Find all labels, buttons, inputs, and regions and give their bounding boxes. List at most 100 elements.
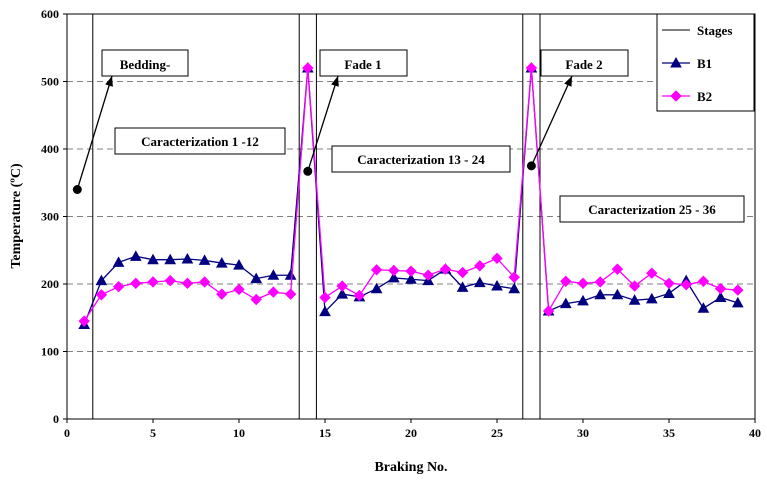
annotation-dot	[72, 185, 82, 194]
annotation: Fade 2	[526, 49, 629, 171]
data-point	[508, 271, 520, 283]
axis-ticks: 0 100 200 300 400 500 600 0 5 10 15 20 25 30 35 40	[41, 7, 761, 440]
data-point	[130, 277, 142, 290]
x-tick-label: 20	[405, 426, 417, 440]
data-point	[474, 260, 486, 272]
annotation: Caracterization 1 -12	[114, 127, 286, 155]
arrowhead-icon	[105, 76, 113, 87]
data-point	[577, 277, 589, 290]
data-point	[473, 276, 486, 288]
x-tick-label: 0	[64, 426, 70, 440]
annotation-label: Caracterization 25 - 36	[588, 202, 716, 217]
x-tick-label: 40	[749, 426, 761, 440]
data-point	[697, 302, 710, 313]
y-tick-label: 400	[41, 142, 59, 156]
data-point	[731, 296, 744, 308]
data-point	[181, 277, 194, 290]
data-point	[250, 293, 262, 306]
data-point	[319, 305, 331, 317]
data-point	[663, 287, 675, 298]
legend-b1-label: B1	[697, 56, 712, 71]
annotation: Caracterization 25 - 36	[559, 195, 745, 223]
data-point	[233, 259, 245, 270]
data-point	[284, 269, 297, 280]
data-point	[560, 275, 572, 288]
data-point	[370, 282, 383, 294]
data-point	[216, 288, 228, 300]
annotation-label: Fade 1	[344, 57, 381, 72]
data-point	[112, 280, 125, 293]
annotation-arrow	[530, 75, 573, 167]
series-b2	[78, 62, 744, 327]
data-point	[491, 252, 503, 265]
data-point	[181, 252, 194, 264]
data-point	[233, 283, 245, 296]
annotations: Bedding- Fade 1 Fade 2 Caracterization 1 -1…	[72, 49, 745, 223]
data-point	[147, 276, 159, 288]
legend-b2-label: B2	[697, 89, 712, 104]
data-point	[164, 253, 177, 265]
legend-b2-symbol	[662, 90, 690, 102]
data-point	[302, 62, 314, 74]
x-tick-label: 30	[577, 426, 589, 440]
data-point	[628, 280, 641, 292]
annotation-dot	[526, 161, 536, 171]
x-tick-label: 35	[663, 426, 675, 440]
data-point	[663, 277, 675, 290]
x-tick-label: 15	[319, 426, 331, 440]
data-point	[422, 269, 434, 281]
data-point	[95, 289, 108, 301]
data-point	[112, 256, 125, 267]
data-point	[611, 288, 624, 300]
annotation-box	[331, 145, 511, 173]
data-point	[147, 253, 159, 265]
data-point	[267, 269, 280, 280]
annotation-dot	[303, 166, 313, 176]
data-point	[267, 286, 280, 298]
stage-lines	[92, 14, 541, 419]
annotation-arrow	[307, 75, 339, 172]
data-point	[164, 274, 176, 287]
data-point	[250, 272, 263, 284]
data-point	[594, 288, 607, 300]
y-tick-label: 500	[41, 75, 59, 89]
annotation-label: Caracterization 13 - 24	[357, 152, 485, 167]
data-point	[129, 250, 142, 261]
data-point	[405, 273, 417, 284]
data-point	[439, 263, 452, 275]
arrowhead-icon	[331, 76, 339, 87]
data-point	[198, 276, 211, 288]
y-tick-label: 300	[41, 210, 59, 224]
annotation-arrow	[76, 75, 113, 190]
data-point	[714, 291, 727, 302]
legend-stages-label: Stages	[697, 23, 732, 38]
data-point	[732, 284, 744, 296]
data-point	[680, 278, 692, 291]
series	[78, 61, 744, 329]
data-point	[646, 267, 658, 279]
data-point	[714, 283, 727, 295]
data-point	[577, 294, 589, 306]
annotation-box	[319, 49, 408, 77]
annotation-box	[540, 49, 629, 77]
data-point	[319, 291, 331, 304]
legend: Stages B1 B2	[656, 13, 755, 112]
data-point	[628, 294, 641, 305]
data-point	[405, 265, 417, 277]
data-point	[594, 276, 606, 288]
x-tick-label: 5	[150, 426, 156, 440]
annotation: Fade 1	[303, 49, 408, 176]
annotation-box	[101, 49, 189, 77]
data-point	[215, 257, 228, 268]
annotation-label: Fade 2	[565, 57, 602, 72]
x-axis-label: Braking No.	[374, 460, 447, 475]
data-point	[611, 263, 624, 275]
data-point	[284, 288, 297, 300]
data-point	[78, 315, 90, 327]
data-point	[559, 297, 572, 309]
annotation-label: Bedding-	[120, 57, 171, 72]
annotation: Caracterization 13 - 24	[331, 145, 511, 173]
y-tick-label: 100	[41, 345, 59, 359]
x-tick-label: 10	[233, 426, 245, 440]
